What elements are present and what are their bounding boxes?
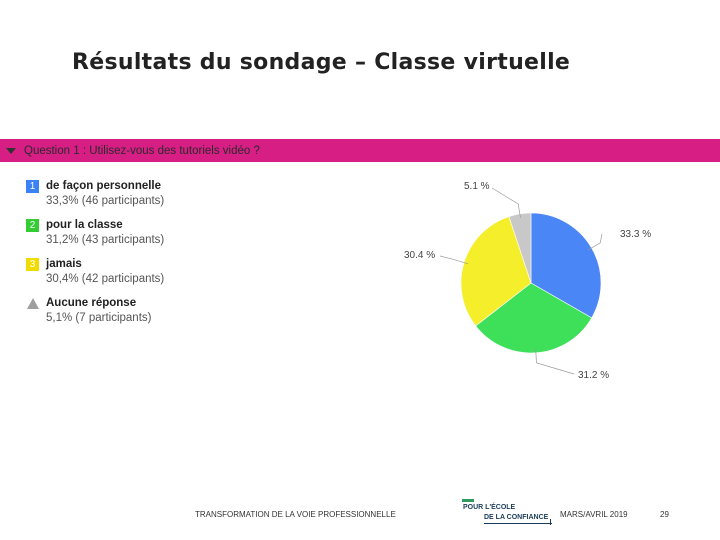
logo-underline xyxy=(484,523,552,524)
page-number: 29 xyxy=(660,510,669,519)
logo-line-1: POUR L'ÉCOLE xyxy=(463,504,516,511)
legend-label: pour la classe xyxy=(46,219,123,231)
footer-title: TRANSFORMATION DE LA VOIE PROFESSIONNELL… xyxy=(195,510,396,519)
legend-badge: 3 xyxy=(26,258,39,271)
legend-detail: 31,2% (43 participants) xyxy=(46,234,165,246)
legend-label: Aucune réponse xyxy=(46,297,137,309)
logo-mark xyxy=(462,499,474,502)
legend-badge: 1 xyxy=(26,180,39,193)
leader-line xyxy=(491,187,521,218)
slice-percent-label: 30.4 % xyxy=(404,250,435,261)
pie-chart: 33.3 % 31.2 % 30.4 % 5.1 % xyxy=(404,181,651,381)
slice-percent-label: 5.1 % xyxy=(464,181,490,192)
leader-line xyxy=(439,255,469,265)
slide-title: Résultats du sondage – Classe virtuelle xyxy=(72,50,571,75)
question-text: Question 1 : Utilisez-vous des tutoriels… xyxy=(24,144,260,157)
legend-detail: 30,4% (42 participants) xyxy=(46,273,165,285)
logo-tick xyxy=(550,519,551,525)
logo-line-2: DE LA CONFIANCE xyxy=(484,514,549,521)
ministry-logo: POUR L'ÉCOLE DE LA CONFIANCE xyxy=(462,499,554,529)
legend-detail: 5,1% (7 participants) xyxy=(46,312,152,324)
footer-date: MARS/AVRIL 2019 xyxy=(560,510,628,519)
slice-percent-label: 31.2 % xyxy=(578,370,609,381)
slice-percent-label: 33.3 % xyxy=(620,229,651,240)
no-answer-triangle-icon xyxy=(27,298,39,309)
legend-label: jamais xyxy=(46,258,82,270)
legend-label: de façon personnelle xyxy=(46,180,162,192)
legend-detail: 33,3% (46 participants) xyxy=(46,195,165,207)
leader-line xyxy=(587,233,603,251)
legend-badge: 2 xyxy=(26,219,39,232)
leader-line xyxy=(535,348,575,375)
collapse-caret-icon[interactable] xyxy=(6,147,16,154)
question-header[interactable]: Question 1 : Utilisez-vous des tutoriels… xyxy=(0,139,720,162)
